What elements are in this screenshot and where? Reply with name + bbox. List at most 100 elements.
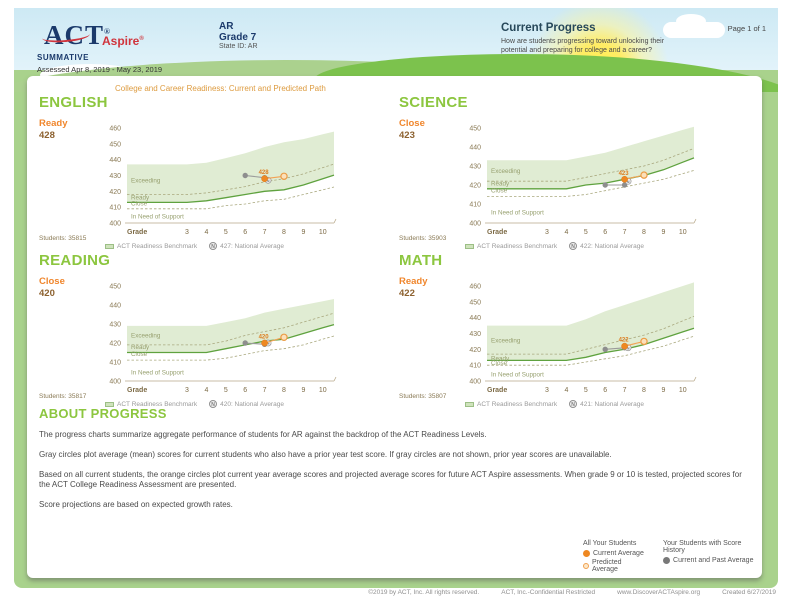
math-progress-chart: 460 450 440 430 420 410 400 Grade 3 4 5 6 7 8 9 10 Excee… [451, 278, 701, 400]
legend-item: Predicted Average [583, 559, 647, 573]
legend-item-label: Predicted Average [592, 559, 622, 573]
chart-block-math: MATH Ready 422 Students: 35807 460 450 440… [399, 252, 747, 412]
national-average-label: 421: National Average [580, 400, 644, 408]
legend-col-title: Your Students with Score History [663, 540, 742, 554]
footer-confidential: ACT, Inc.-Confidential Restricted [501, 589, 596, 596]
benchmark-legend-label: ACT Readiness Benchmark [477, 400, 558, 408]
score-legend: All Your Students Current Average Predic… [583, 540, 762, 573]
registered-mark: ® [104, 27, 111, 36]
benchmark-legend-label: ACT Readiness Benchmark [117, 242, 198, 250]
svg-text:420: 420 [469, 347, 481, 354]
svg-text:4: 4 [204, 387, 208, 394]
svg-text:10: 10 [679, 229, 687, 236]
svg-text:4: 4 [564, 229, 568, 236]
svg-text:440: 440 [469, 145, 481, 152]
org-name: AR [219, 21, 234, 32]
svg-text:400: 400 [109, 379, 121, 386]
svg-text:8: 8 [282, 387, 286, 394]
svg-text:N: N [267, 178, 270, 183]
subject-title: MATH [399, 252, 443, 269]
legend-item-label: Current Average [593, 550, 644, 557]
svg-text:7: 7 [623, 387, 627, 394]
students-count: Students: 35807 [399, 393, 447, 400]
svg-text:410: 410 [469, 363, 481, 370]
svg-text:In Need of Support: In Need of Support [491, 210, 544, 217]
chart-block-english: ENGLISH Ready 428 Students: 35815 460 450… [39, 94, 387, 254]
svg-text:420: 420 [109, 341, 121, 348]
national-average-icon: N [209, 400, 218, 408]
english-progress-chart: 460 450 440 430 420 410 400 Grade 3 4 5 6 7 8 9 10 Excee… [91, 120, 341, 242]
svg-text:5: 5 [584, 229, 588, 236]
svg-text:N: N [267, 341, 270, 346]
svg-text:Close: Close [131, 351, 148, 358]
svg-text:3: 3 [545, 229, 549, 236]
aspire-logo: Aspire® [102, 34, 144, 48]
svg-text:N: N [627, 345, 630, 350]
science-progress-chart: 450 440 430 420 410 400 Grade 3 4 5 6 7 8 9 10 Exceedin… [451, 120, 701, 242]
svg-text:9: 9 [301, 387, 305, 394]
svg-text:Ready: Ready [491, 355, 510, 362]
svg-text:440: 440 [469, 315, 481, 322]
legend-history-students: Your Students with Score History Current… [663, 540, 762, 573]
benchmark-swatch-icon [105, 243, 114, 249]
score-value: 423 [399, 130, 415, 141]
svg-text:440: 440 [109, 303, 121, 310]
status-label: Close [39, 276, 65, 287]
svg-text:450: 450 [109, 141, 121, 148]
assessed-dates: Assessed Apr 8, 2019 - May 23, 2019 [37, 65, 163, 74]
svg-text:430: 430 [109, 322, 121, 329]
svg-text:423: 423 [619, 171, 630, 177]
national-average-icon: N [209, 242, 218, 250]
chart-legend: ACT Readiness Benchmark N 421: National … [465, 400, 644, 408]
report-title-block: Current Progress How are students progre… [501, 22, 686, 55]
svg-text:420: 420 [469, 183, 481, 190]
svg-text:Grade: Grade [127, 387, 147, 394]
svg-text:5: 5 [224, 387, 228, 394]
svg-text:450: 450 [469, 126, 481, 133]
svg-text:460: 460 [469, 284, 481, 291]
svg-text:8: 8 [642, 387, 646, 394]
legend-item-label: Current and Past Average [673, 557, 754, 564]
score-value: 428 [39, 130, 55, 141]
svg-text:Close: Close [131, 201, 148, 208]
svg-text:7: 7 [263, 387, 267, 394]
chart-legend: ACT Readiness Benchmark N 422: National … [465, 242, 644, 250]
students-count: Students: 35815 [39, 235, 87, 242]
legend-item: Current Average [583, 550, 647, 557]
registered-mark: ® [139, 36, 144, 42]
svg-text:Exceeding: Exceeding [491, 168, 521, 175]
content-panel: College and Career Readiness: Current an… [27, 76, 762, 578]
page-number: Page 1 of 1 [727, 24, 766, 33]
footer-url: www.DiscoverACTAspire.org [617, 589, 701, 596]
grade-label: Grade 7 [219, 32, 257, 43]
benchmark-swatch-icon [465, 243, 474, 249]
report-title: Current Progress [501, 22, 596, 34]
svg-text:8: 8 [642, 229, 646, 236]
svg-text:430: 430 [469, 331, 481, 338]
score-value: 422 [399, 288, 415, 299]
svg-text:Grade: Grade [127, 229, 147, 236]
benchmark-legend-label: ACT Readiness Benchmark [477, 242, 558, 250]
svg-text:428: 428 [259, 170, 270, 176]
svg-text:Ready: Ready [491, 180, 510, 187]
national-average-label: 420: National Average [220, 400, 284, 408]
predicted-average-icon [583, 563, 589, 569]
svg-text:3: 3 [185, 229, 189, 236]
svg-text:430: 430 [469, 164, 481, 171]
svg-text:4: 4 [564, 387, 568, 394]
svg-text:3: 3 [185, 387, 189, 394]
svg-text:430: 430 [109, 173, 121, 180]
svg-text:5: 5 [584, 387, 588, 394]
benchmark-legend-label: ACT Readiness Benchmark [117, 400, 198, 408]
legend-all-students: All Your Students Current Average Predic… [583, 540, 647, 573]
reading-progress-chart: 450 440 430 420 410 400 Grade 3 4 5 6 7 8 9 10 Exceedin… [91, 278, 341, 400]
svg-text:9: 9 [661, 229, 665, 236]
svg-text:Close: Close [491, 360, 508, 367]
state-id: State ID: AR [219, 43, 258, 50]
svg-text:Close: Close [491, 188, 508, 195]
svg-text:Exceeding: Exceeding [131, 332, 161, 339]
about-progress-section: ABOUT PROGRESS The progress charts summa… [39, 406, 751, 511]
students-count: Students: 35817 [39, 393, 87, 400]
svg-text:4: 4 [204, 229, 208, 236]
